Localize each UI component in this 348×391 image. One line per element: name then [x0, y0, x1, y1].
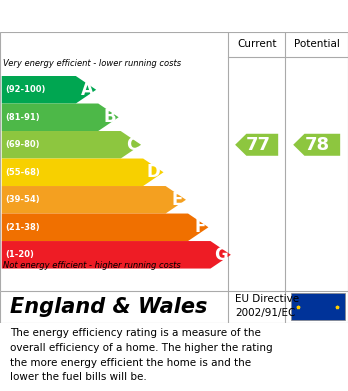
Text: E: E — [172, 191, 183, 209]
Text: G: G — [214, 246, 228, 264]
Text: (81-91): (81-91) — [5, 113, 40, 122]
Text: Not energy efficient - higher running costs: Not energy efficient - higher running co… — [3, 261, 181, 270]
Polygon shape — [2, 213, 208, 241]
Bar — [291, 293, 345, 320]
Text: A: A — [80, 81, 93, 99]
Text: 78: 78 — [305, 136, 330, 154]
Polygon shape — [2, 186, 186, 213]
Text: EU Directive
2002/91/EC: EU Directive 2002/91/EC — [235, 294, 299, 317]
Text: The energy efficiency rating is a measure of the
overall efficiency of a home. T: The energy efficiency rating is a measur… — [10, 328, 273, 382]
Text: (39-54): (39-54) — [5, 195, 40, 204]
Text: 77: 77 — [245, 136, 270, 154]
Text: B: B — [103, 108, 116, 126]
Text: (1-20): (1-20) — [5, 250, 34, 259]
Polygon shape — [235, 134, 278, 156]
Text: (92-100): (92-100) — [5, 85, 46, 94]
Text: Very energy efficient - lower running costs: Very energy efficient - lower running co… — [3, 59, 182, 68]
Text: (55-68): (55-68) — [5, 168, 40, 177]
Text: C: C — [126, 136, 138, 154]
Polygon shape — [2, 76, 96, 104]
Polygon shape — [2, 158, 164, 186]
Text: D: D — [147, 163, 161, 181]
Text: England & Wales: England & Wales — [10, 296, 208, 317]
Polygon shape — [2, 104, 119, 131]
Text: Current: Current — [237, 39, 276, 49]
Polygon shape — [293, 134, 340, 156]
Text: (21-38): (21-38) — [5, 223, 40, 232]
Polygon shape — [2, 241, 231, 269]
Text: Energy Efficiency Rating: Energy Efficiency Rating — [10, 7, 258, 25]
Text: F: F — [194, 218, 206, 236]
Text: Potential: Potential — [294, 39, 340, 49]
Text: (69-80): (69-80) — [5, 140, 40, 149]
Polygon shape — [2, 131, 141, 158]
